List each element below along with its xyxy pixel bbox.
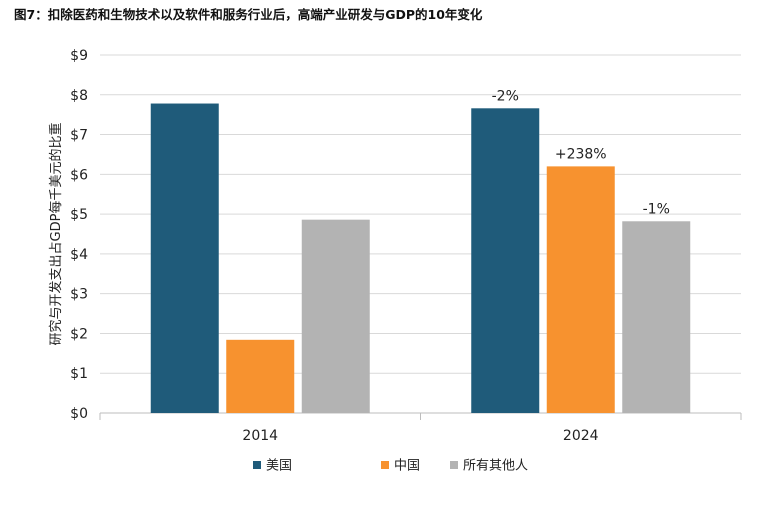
bar-所有其他人-2014 — [301, 219, 370, 413]
bar-中国-2024 — [546, 166, 615, 413]
y-tick-label: $6 — [70, 167, 88, 183]
y-tick-label: $4 — [70, 247, 88, 263]
bar-美国-2014 — [150, 103, 219, 413]
y-tick-label: $1 — [70, 366, 88, 382]
legend-label: 美国 — [266, 459, 292, 474]
y-axis-label: 研究与开发支出占GDP每千美元的比重 — [48, 123, 64, 346]
bar-美国-2024 — [471, 108, 540, 414]
legend-label: 中国 — [394, 459, 420, 474]
data-label: +238% — [555, 146, 607, 162]
x-tick-label: 2024 — [563, 428, 599, 444]
legend-swatch — [450, 461, 458, 469]
legend-swatch — [253, 461, 261, 469]
chart-title: 图7：扣除医药和生物技术以及软件和服务行业后，高端产业研发与GDP的10年变化 — [14, 7, 483, 22]
data-label: -1% — [643, 201, 670, 217]
y-tick-label: $5 — [70, 207, 88, 223]
x-tick-label: 2014 — [242, 428, 278, 444]
data-label: -2% — [492, 88, 519, 104]
legend-label: 所有其他人 — [463, 459, 528, 474]
y-tick-label: $9 — [70, 48, 88, 64]
y-tick-label: $3 — [70, 287, 88, 303]
legend-swatch — [381, 461, 389, 469]
y-tick-label: $0 — [70, 406, 88, 422]
bar-中国-2014 — [226, 339, 295, 413]
y-tick-label: $2 — [70, 326, 88, 342]
y-tick-label: $8 — [70, 88, 88, 104]
bar-所有其他人-2024 — [622, 221, 691, 413]
y-tick-label: $7 — [70, 128, 88, 144]
